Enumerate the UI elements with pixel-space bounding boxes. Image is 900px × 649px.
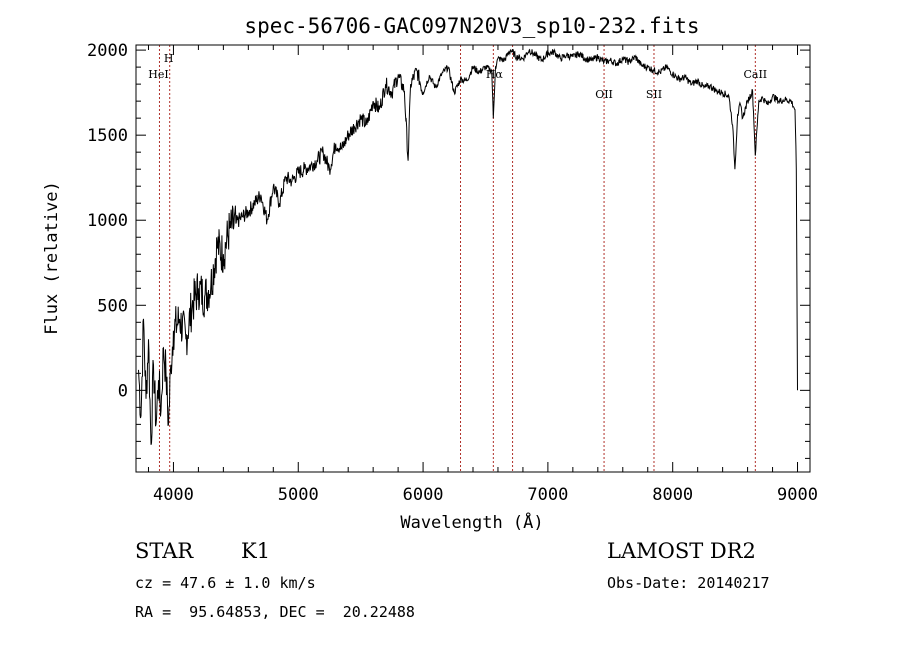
x-tick-label: 5000 (278, 485, 319, 505)
y-axis-label: Flux (relative) (42, 181, 62, 335)
x-tick-label: 4000 (153, 485, 194, 505)
chart-title: spec-56706-GAC097N20V3_sp10-232.fits (244, 14, 699, 38)
marker-label: H (164, 52, 174, 65)
y-tick-label: 2000 (87, 41, 128, 61)
axis-ticks: 4000 5000 6000 7000 8000 9000 0 500 1000 1500 2000 (87, 41, 818, 505)
redshift-text: cz = 47.6 ± 1.0 km/s (135, 574, 316, 592)
y-tick-label: 0 (118, 381, 128, 401)
x-tick-label: 9000 (777, 485, 818, 505)
object-class: STAR (135, 539, 194, 563)
marker-label: SII (646, 88, 662, 101)
marker-label: OII (595, 88, 613, 101)
marker-label: HeI (148, 68, 168, 81)
x-tick-label: 8000 (652, 485, 693, 505)
y-tick-label: 1000 (87, 211, 128, 231)
coordinates-text: RA = 95.64853, DEC = 20.22488 (135, 603, 415, 621)
x-tick-label: 6000 (403, 485, 444, 505)
spectrum-group (138, 48, 798, 445)
survey-label: LAMOST DR2 (607, 539, 756, 563)
x-axis-label: Wavelength (Å) (400, 511, 543, 533)
marker-label: CaII (743, 68, 767, 81)
x-tick-label: 7000 (527, 485, 568, 505)
spectrum-line (138, 48, 798, 445)
observation-date: Obs-Date: 20140217 (607, 574, 770, 592)
plot-frame (135, 44, 811, 473)
object-subclass: K1 (241, 539, 271, 563)
y-tick-label: 500 (97, 296, 128, 316)
y-tick-label: 1500 (87, 126, 128, 146)
